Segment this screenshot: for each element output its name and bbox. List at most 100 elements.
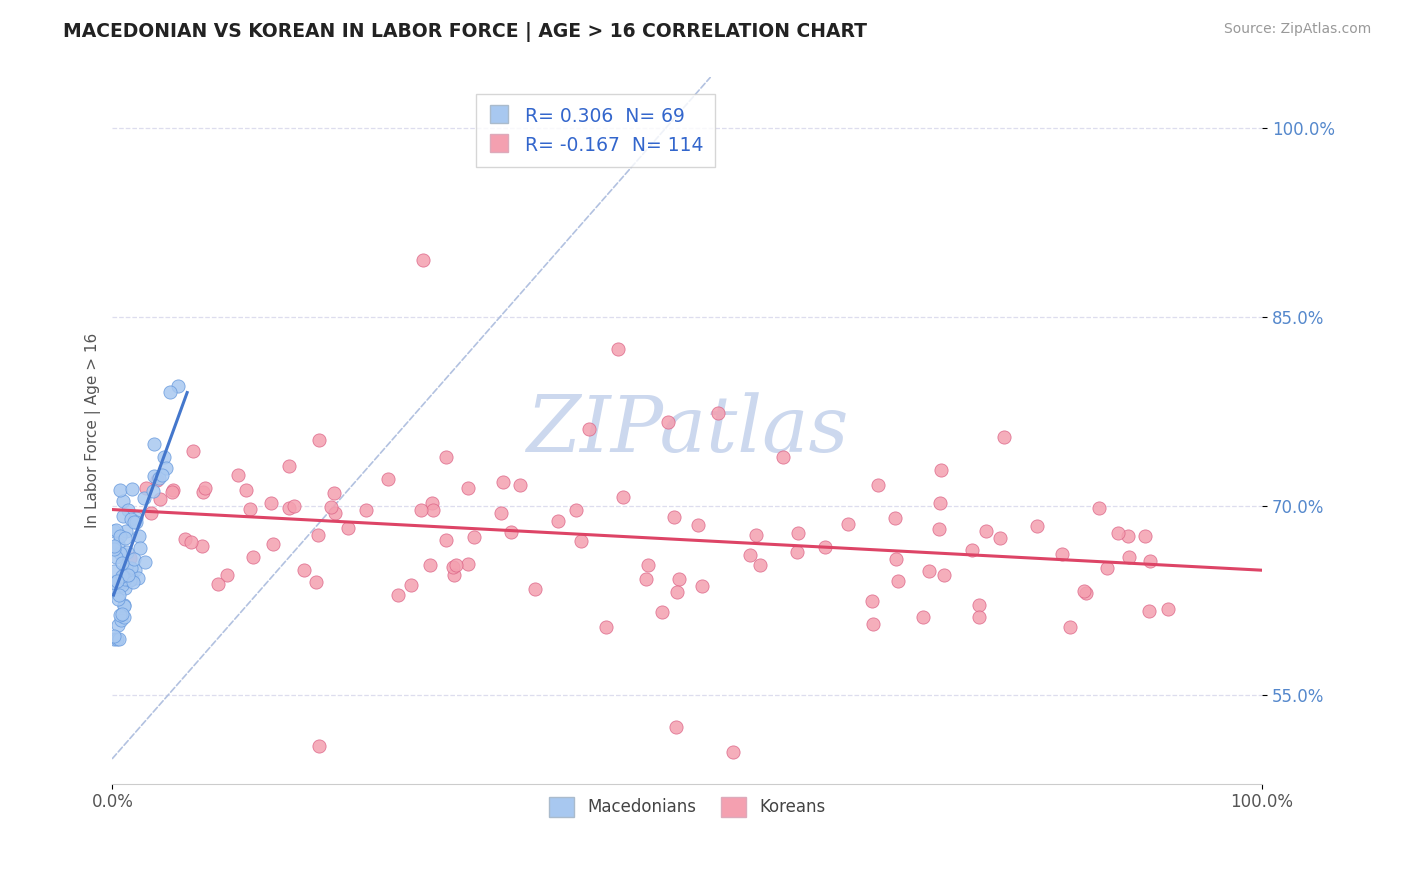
Point (118, 574, 141, 588)
Point (1107, 525, 1129, 540)
Point (217, 568, 239, 582)
Point (489, 507, 512, 521)
Point (112, 599, 135, 614)
Point (1157, 602, 1180, 616)
Point (1025, 519, 1047, 533)
Point (569, 534, 592, 549)
Point (128, 529, 150, 543)
Point (668, 572, 690, 586)
Point (377, 471, 399, 485)
Point (111, 556, 134, 570)
Point (159, 384, 181, 399)
Point (860, 594, 883, 608)
Point (277, 459, 299, 474)
Point (107, 537, 129, 551)
Point (103, 539, 125, 553)
Point (103, 632, 125, 646)
Point (107, 592, 129, 607)
Point (565, 503, 588, 517)
Point (167, 378, 190, 392)
Point (443, 568, 465, 582)
Point (862, 617, 884, 632)
Point (104, 576, 127, 591)
Point (578, 422, 600, 436)
Point (1135, 529, 1157, 543)
Point (636, 572, 658, 586)
Point (651, 605, 673, 619)
Point (111, 509, 134, 524)
Point (868, 478, 890, 492)
Point (149, 491, 172, 506)
Point (160, 484, 183, 499)
Point (111, 569, 134, 583)
Point (239, 502, 262, 516)
Point (399, 577, 422, 591)
Point (884, 511, 907, 525)
Point (547, 515, 569, 529)
Point (706, 406, 728, 420)
Point (837, 517, 859, 532)
Point (114, 573, 136, 587)
Point (121, 560, 143, 574)
Point (104, 549, 127, 564)
Point (207, 577, 229, 591)
Point (457, 558, 479, 572)
Point (690, 579, 713, 593)
Point (337, 521, 360, 535)
Point (121, 572, 143, 586)
Point (108, 632, 131, 646)
Point (180, 534, 202, 549)
Point (463, 531, 485, 545)
Point (814, 541, 837, 555)
Point (110, 607, 132, 622)
Point (612, 490, 634, 504)
Point (139, 507, 162, 521)
Point (146, 474, 169, 488)
Point (124, 551, 146, 566)
Point (745, 528, 768, 542)
Point (657, 415, 679, 429)
Point (117, 503, 139, 517)
Point (492, 475, 515, 489)
Point (457, 481, 479, 495)
Point (155, 461, 177, 475)
Point (434, 450, 457, 464)
Point (1059, 620, 1081, 634)
Point (607, 342, 630, 356)
Legend: Macedonians, Koreans: Macedonians, Koreans (540, 789, 834, 825)
Point (283, 499, 305, 513)
Point (772, 450, 794, 464)
Point (105, 574, 128, 589)
Point (509, 478, 531, 492)
Point (107, 588, 129, 602)
Point (1137, 604, 1160, 618)
Point (110, 613, 132, 627)
Point (308, 739, 330, 753)
Point (637, 558, 659, 573)
Point (110, 483, 132, 497)
Point (1052, 548, 1074, 562)
Point (967, 599, 990, 613)
Point (110, 528, 132, 542)
Point (1116, 529, 1139, 543)
Point (194, 481, 217, 495)
Point (277, 500, 299, 515)
Point (323, 486, 346, 500)
Point (420, 496, 443, 510)
Point (235, 483, 257, 497)
Point (115, 524, 138, 538)
Point (103, 524, 125, 538)
Point (115, 545, 138, 559)
Point (993, 430, 1015, 444)
Point (787, 525, 810, 540)
Point (142, 484, 165, 499)
Point (786, 545, 808, 559)
Point (305, 575, 328, 590)
Point (308, 434, 330, 448)
Point (307, 528, 329, 542)
Point (103, 575, 125, 590)
Point (103, 564, 125, 578)
Point (174, 532, 197, 546)
Point (110, 607, 132, 622)
Point (191, 539, 214, 553)
